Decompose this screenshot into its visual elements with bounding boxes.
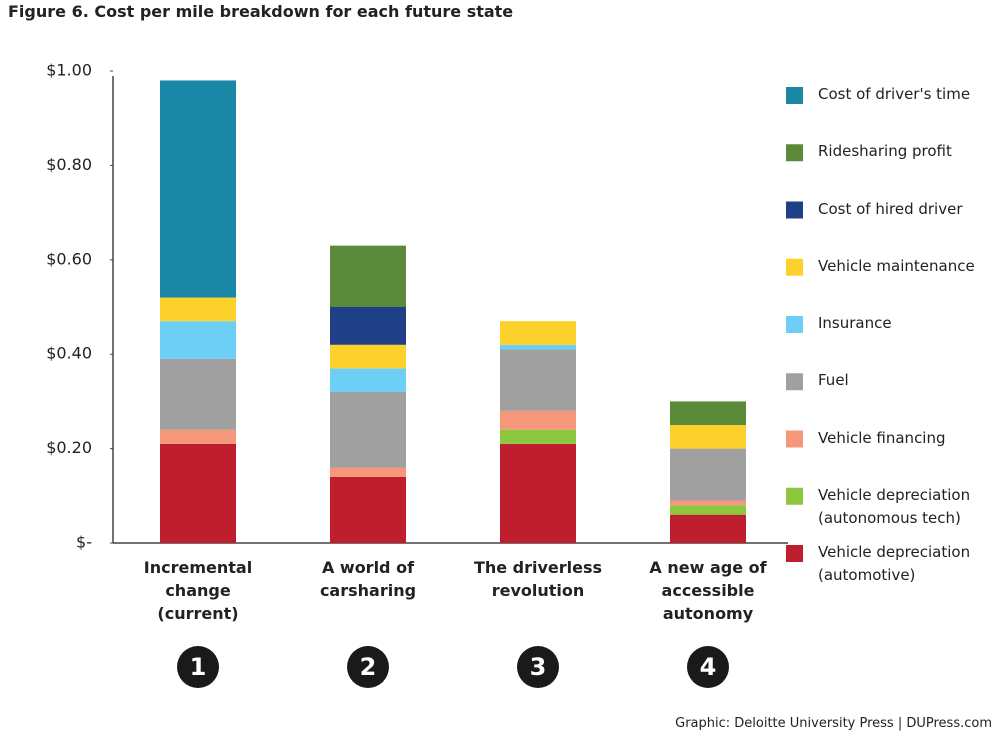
legend-label: Vehicle maintenance — [818, 256, 975, 275]
bar-segment — [670, 505, 746, 515]
bar-segment — [670, 401, 746, 425]
x-tick-label: The driverless revolution — [473, 558, 603, 600]
legend-label: Vehicle depreciation (automotive) — [818, 543, 971, 584]
bar-segment — [330, 245, 406, 307]
legend-swatch — [786, 144, 803, 162]
legend-swatch — [786, 430, 803, 448]
y-tick-label: $0.80 — [46, 155, 92, 174]
bar-segment — [500, 349, 576, 411]
bar-segment — [500, 344, 576, 350]
legend-label: Vehicle financing — [818, 428, 946, 447]
legend-label: Fuel — [818, 371, 849, 390]
legend-label: Ridesharing profit — [818, 142, 952, 161]
legend-swatch — [786, 316, 803, 333]
y-tick-label: $0.40 — [46, 344, 92, 363]
bar-segment — [330, 391, 406, 468]
bar-segment — [330, 476, 406, 543]
bar-segment — [670, 425, 746, 449]
category-number: 3 — [530, 653, 547, 681]
category-number: 4 — [700, 653, 717, 681]
category-badge — [177, 646, 219, 688]
legend-swatch — [786, 258, 803, 276]
y-tick-label: $0.60 — [46, 249, 92, 268]
bar-segment — [160, 443, 236, 543]
legend-swatch — [786, 201, 803, 219]
x-tick-label: Incremental change (current) — [143, 558, 253, 623]
bar-segment — [330, 307, 406, 345]
y-tick-label: $1.00 — [46, 61, 92, 80]
category-number: 1 — [190, 653, 207, 681]
bar-segment — [330, 368, 406, 392]
bar-segment — [330, 467, 406, 477]
legend-label: Insurance — [818, 314, 892, 332]
legend-swatch — [786, 545, 803, 562]
bar-segment — [670, 448, 746, 501]
bar-segment — [670, 514, 746, 543]
bar-segment — [670, 500, 746, 506]
legend-label: Vehicle depreciation (autonomous tech) — [818, 485, 971, 527]
x-tick-label: A world of carsharing — [319, 558, 417, 600]
bar-segment — [160, 358, 236, 430]
legend-swatch — [786, 87, 803, 104]
y-tick-label: $0.20 — [46, 438, 92, 457]
bar-segment — [500, 410, 576, 430]
bar-segment — [160, 80, 236, 298]
bar-segment — [500, 443, 576, 543]
legend-swatch — [786, 487, 803, 505]
legend-label: Cost of hired driver — [818, 199, 963, 218]
bar-segment — [500, 429, 576, 444]
category-badge — [517, 646, 559, 688]
bar-segment — [500, 321, 576, 345]
source-note: Graphic: Deloitte University Press | DUP… — [675, 716, 992, 731]
legend-label: Cost of driver's time — [818, 85, 971, 103]
category-badge — [347, 646, 389, 688]
bar-segment — [160, 297, 236, 322]
bar-segment — [160, 321, 236, 359]
x-tick-label: A new age of accessible autonomy — [649, 558, 767, 623]
bar-segment — [330, 344, 406, 369]
legend-swatch — [786, 373, 803, 391]
category-number: 2 — [360, 653, 377, 681]
chart-title: Figure 6. Cost per mile breakdown for ea… — [8, 2, 514, 21]
category-badge — [687, 646, 729, 688]
y-tick-label: $- — [76, 533, 92, 552]
bar-segment — [160, 429, 236, 444]
